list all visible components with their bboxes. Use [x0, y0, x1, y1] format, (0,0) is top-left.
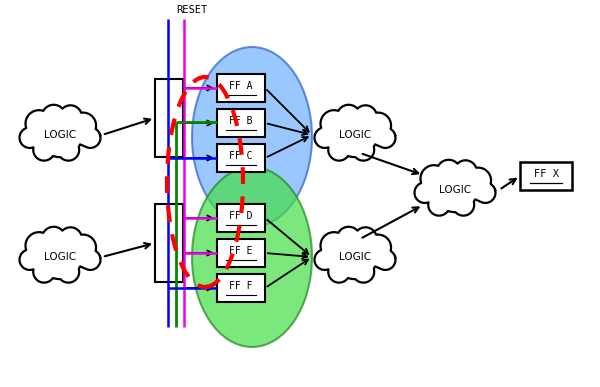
FancyBboxPatch shape — [217, 74, 265, 102]
Text: RESET: RESET — [176, 5, 208, 15]
Text: LOGIC: LOGIC — [44, 130, 76, 140]
Text: FF D: FF D — [229, 211, 253, 221]
FancyBboxPatch shape — [155, 204, 183, 282]
Text: FF B: FF B — [229, 116, 253, 126]
Text: LOGIC: LOGIC — [439, 185, 471, 195]
Polygon shape — [20, 105, 100, 161]
Polygon shape — [314, 105, 395, 161]
FancyBboxPatch shape — [217, 109, 265, 137]
Text: FF E: FF E — [229, 246, 253, 256]
Ellipse shape — [192, 167, 312, 347]
FancyBboxPatch shape — [217, 239, 265, 267]
FancyBboxPatch shape — [155, 79, 183, 157]
FancyBboxPatch shape — [217, 144, 265, 172]
Text: FF C: FF C — [229, 151, 253, 161]
Polygon shape — [20, 227, 100, 283]
Text: FF X: FF X — [533, 169, 559, 179]
FancyBboxPatch shape — [520, 162, 572, 190]
Polygon shape — [415, 160, 496, 216]
Ellipse shape — [192, 47, 312, 227]
Text: LOGIC: LOGIC — [339, 252, 371, 262]
Text: LOGIC: LOGIC — [339, 130, 371, 140]
FancyBboxPatch shape — [217, 204, 265, 232]
Text: LOGIC: LOGIC — [44, 252, 76, 262]
Text: FF A: FF A — [229, 81, 253, 91]
Polygon shape — [314, 227, 395, 283]
Text: FF F: FF F — [229, 281, 253, 291]
FancyBboxPatch shape — [217, 274, 265, 302]
